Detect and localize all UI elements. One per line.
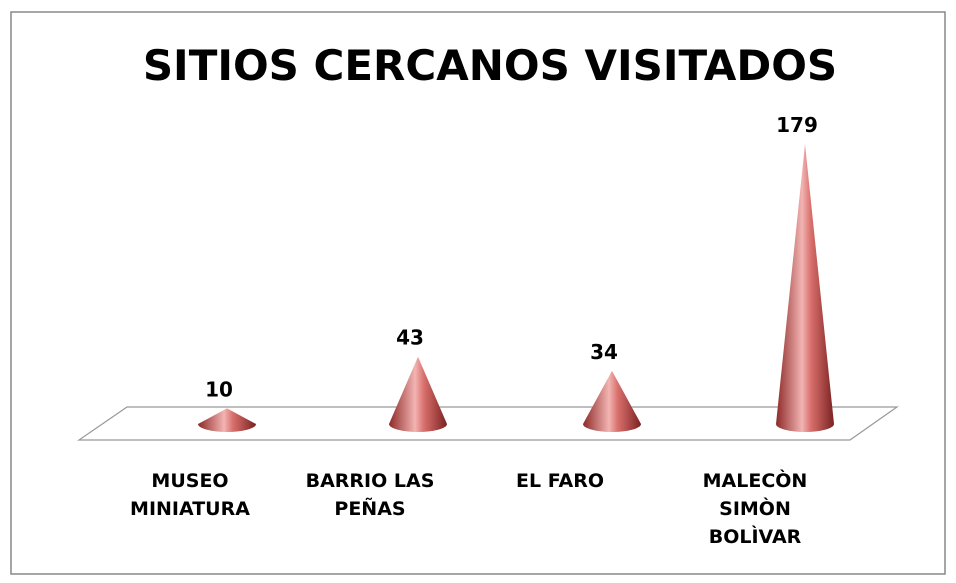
cone-body — [583, 370, 641, 432]
value-label: 10 — [205, 377, 233, 401]
value-label: 34 — [590, 340, 618, 364]
category-label: BARRIO LAS PEÑAS — [305, 470, 435, 520]
cone — [198, 408, 256, 432]
floor — [77, 406, 899, 441]
cone — [583, 370, 641, 432]
cone-body — [389, 356, 447, 432]
value-label: 43 — [396, 326, 424, 350]
value-label: 179 — [776, 113, 818, 137]
cone — [776, 144, 834, 432]
category-label: MALECÒN SIMÒN BOLÌVAR — [702, 470, 808, 548]
cone-body — [776, 144, 834, 432]
category-label: MUSEO MINIATURA — [130, 470, 250, 520]
cone-body — [198, 408, 256, 432]
chart-title: SITIOS CERCANOS VISITADOS — [143, 41, 837, 90]
chart-frame — [10, 11, 946, 575]
cone — [389, 356, 447, 432]
category-label: EL FARO — [516, 470, 604, 492]
